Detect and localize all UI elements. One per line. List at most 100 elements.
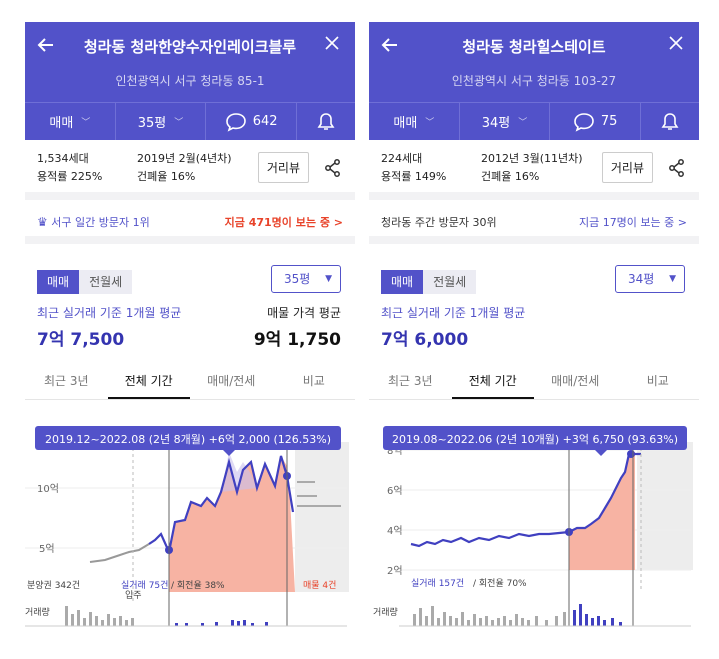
crown-icon: ♛ — [37, 215, 48, 229]
share-icon[interactable] — [323, 158, 343, 178]
avg-price-label: 최근 실거래 기준 1개월 평균 — [37, 306, 182, 320]
header: 청라동 청라한양수자인레이크블루 인천광역시 서구 청라동 85-1 매매 ﹀ 3… — [25, 22, 355, 140]
tab-all-period[interactable]: 전체 기간 — [451, 364, 534, 399]
gain-area — [569, 452, 635, 570]
comments-button[interactable]: 75 — [550, 103, 642, 140]
segment-rent[interactable]: 전월세 — [79, 270, 133, 294]
rank-text: 서구 일간 방문자 1위 — [51, 216, 150, 229]
tab-sale-rent[interactable]: 매매/전세 — [551, 374, 600, 388]
tab-all-period[interactable]: 전체 기간 — [107, 364, 190, 399]
trade-type-label: 매매 — [49, 116, 74, 131]
segment-sale[interactable]: 매매 — [37, 270, 80, 294]
banner-pointer — [223, 450, 235, 456]
pyeong-select[interactable]: 34평 ▼ — [615, 265, 685, 293]
pyeong-label: 34평 — [481, 116, 511, 131]
apartment-panel-left: 청라동 청라한양수자인레이크블루 인천광역시 서구 청라동 85-1 매매 ﹀ 3… — [25, 22, 355, 634]
period-banner-bg — [383, 426, 687, 450]
complex-stats: 1,534세대 용적률 225% 2019년 2월(4년차) 건폐율 16% 거… — [25, 140, 355, 200]
header: 청라동 청라힐스테이트 인천광역시 서구 청라동 103-27 매매 ﹀ 34평 ﹀… — [369, 22, 699, 140]
tab-recent-3y[interactable]: 최근 3년 — [43, 374, 89, 388]
built-date: 2019년 2월(4년차) — [137, 152, 232, 165]
pyeong-select[interactable]: 35평 ▼ — [271, 265, 341, 293]
period-tabs: 최근 3년 전체 기간 매매/전세 비교 — [369, 364, 699, 400]
pyeong-select-label: 35평 — [284, 272, 311, 286]
pyeong-dropdown[interactable]: 34평 ﹀ — [460, 103, 551, 140]
rank-row[interactable]: ♛ 서구 일간 방문자 1위 지금 471명이 보는 중 > — [25, 200, 355, 244]
listing-region — [295, 442, 349, 592]
chevron-down-icon: ﹀ — [518, 118, 528, 128]
trade-type-label: 매매 — [393, 116, 418, 131]
page-title: 청라동 청라힐스테이트 — [462, 38, 606, 56]
filter-bar: 매매 ﹀ 34평 ﹀ 75 — [369, 102, 699, 140]
turnover-rate: / 회전율 38% — [171, 580, 225, 591]
comment-count: 75 — [600, 114, 618, 129]
tab-compare[interactable]: 비교 — [646, 374, 669, 388]
deal-count: 실거래 75건 — [121, 580, 168, 591]
volume-bars — [413, 604, 622, 626]
apartment-panel-right: 청라동 청라힐스테이트 인천광역시 서구 청라동 103-27 매매 ﹀ 34평 ﹀… — [369, 22, 699, 634]
presale-count: 분양권 342건 — [27, 579, 80, 591]
price-chart[interactable]: 10억 5억 2019.12~2022.08 (2년 8개월) +6억 2,00… — [25, 402, 355, 634]
listing-price-label: 매물 가격 평균 — [267, 306, 341, 320]
y-tick-6: 6억 — [387, 485, 403, 497]
notification-button[interactable] — [641, 103, 699, 140]
segment-rent[interactable]: 전월세 — [423, 270, 477, 294]
period-tabs: 최근 3년 전체 기간 매매/전세 비교 — [25, 364, 355, 400]
tab-compare[interactable]: 비교 — [302, 374, 325, 388]
avg-price-value: 7억 6,000 — [381, 330, 469, 350]
period-banner: 2019.08~2022.06 (2년 10개월) +3억 6,750 (93.… — [392, 433, 678, 446]
y-tick-5: 5억 — [39, 543, 55, 555]
y-tick-4: 4억 — [387, 525, 403, 537]
distance-view-button[interactable]: 거리뷰 — [601, 152, 653, 183]
viewers-link[interactable]: 지금 471명이 보는 중 > — [224, 216, 343, 229]
viewers-link[interactable]: 지금 17명이 보는 중 > — [578, 216, 687, 229]
pyeong-label: 35평 — [137, 116, 167, 131]
address: 인천광역시 서구 청라동 103-27 — [451, 74, 617, 88]
close-icon[interactable] — [665, 34, 687, 56]
distance-view-button[interactable]: 거리뷰 — [257, 152, 309, 183]
end-point — [627, 450, 635, 458]
presale-line — [89, 543, 150, 563]
back-arrow-icon[interactable] — [379, 34, 401, 56]
filter-bar: 매매 ﹀ 35평 ﹀ 642 — [25, 102, 355, 140]
chevron-down-icon: ﹀ — [425, 118, 435, 128]
tab-recent-3y[interactable]: 최근 3년 — [387, 374, 433, 388]
comments-button[interactable]: 642 — [206, 103, 298, 140]
avg-price-label: 최근 실거래 기준 1개월 평균 — [381, 306, 526, 320]
trade-type-dropdown[interactable]: 매매 ﹀ — [369, 103, 460, 140]
back-arrow-icon[interactable] — [35, 34, 57, 56]
rank-row[interactable]: 청라동 주간 방문자 30위 지금 17명이 보는 중 > — [369, 200, 699, 244]
listing-count: 매물 4건 — [303, 580, 336, 591]
pyeong-dropdown[interactable]: 35평 ﹀ — [116, 103, 207, 140]
floor-area-ratio: 용적률 149% — [381, 170, 447, 183]
address: 인천광역시 서구 청라동 85-1 — [115, 74, 265, 88]
close-icon[interactable] — [321, 34, 343, 56]
coverage-ratio: 건폐율 16% — [481, 170, 540, 183]
volume-label: 거래량 — [373, 606, 398, 618]
price-line — [148, 455, 295, 556]
banner-pointer — [595, 450, 607, 456]
future-region — [637, 442, 693, 570]
floor-area-ratio: 용적률 225% — [37, 170, 103, 183]
chevron-down-icon: ﹀ — [81, 118, 91, 128]
pyeong-select-label: 34평 — [628, 272, 655, 286]
turnover-rate: / 회전율 70% — [473, 578, 527, 589]
segment-sale[interactable]: 매매 — [381, 270, 424, 294]
share-icon[interactable] — [667, 158, 687, 178]
notification-button[interactable] — [297, 103, 355, 140]
complex-stats: 224세대 용적률 149% 2012년 3월(11년차) 건폐율 16% 거리… — [369, 140, 699, 200]
trade-segment: 매매 전월세 — [381, 270, 477, 294]
built-date: 2012년 3월(11년차) — [481, 152, 583, 165]
caret-down-icon: ▼ — [669, 274, 676, 284]
tab-sale-rent[interactable]: 매매/전세 — [207, 374, 256, 388]
gain-area — [169, 456, 295, 592]
bell-icon — [661, 112, 679, 130]
period-banner-bg — [35, 426, 341, 450]
price-line — [410, 452, 641, 548]
trade-type-dropdown[interactable]: 매매 ﹀ — [25, 103, 116, 140]
entry-label: 입주 — [125, 589, 142, 601]
page-title: 청라동 청라한양수자인레이크블루 — [83, 38, 297, 56]
price-chart[interactable]: 8억 6억 4억 2억 2019.08~2022.06 (2년 10개월) +3… — [369, 402, 699, 634]
comment-count: 642 — [252, 114, 278, 129]
bell-icon — [317, 112, 335, 130]
